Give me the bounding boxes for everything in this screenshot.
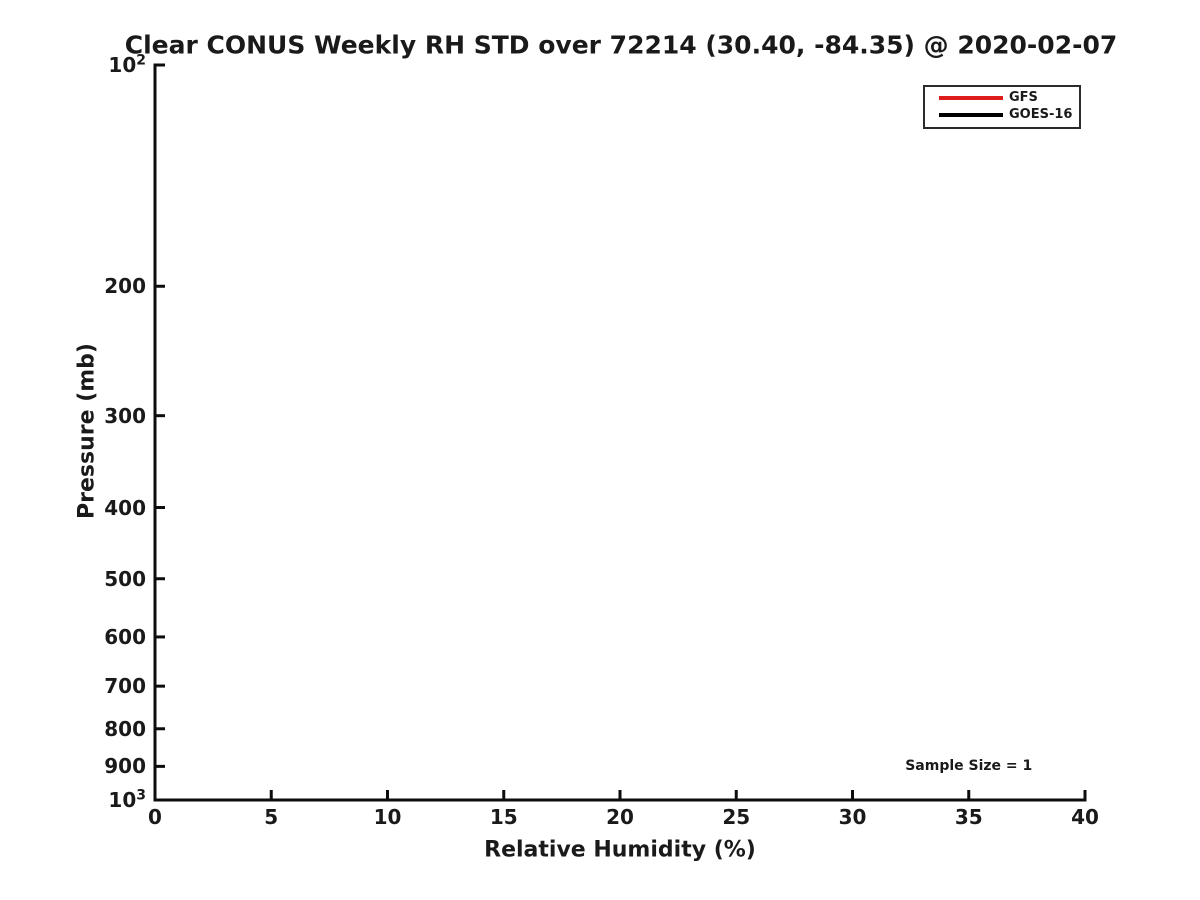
x-tick-label: 25 bbox=[722, 805, 751, 829]
y-tick-exponent: 2 bbox=[136, 52, 146, 69]
y-tick-label: 700 bbox=[104, 674, 146, 699]
y-tick-label: 600 bbox=[104, 624, 146, 649]
sample-size-annotation: Sample Size = 1 bbox=[905, 758, 1033, 775]
legend: GFS GOES-16 bbox=[923, 85, 1082, 129]
x-tick-label: 30 bbox=[838, 805, 867, 829]
legend-item-goes-16: GOES-16 bbox=[939, 107, 1073, 123]
y-tick-label: 200 bbox=[104, 274, 146, 299]
legend-line-sample bbox=[939, 96, 1003, 101]
y-tick-label: 103 bbox=[108, 787, 146, 812]
x-tick-label: 15 bbox=[489, 805, 518, 829]
y-tick-exponent: 3 bbox=[136, 787, 146, 804]
legend-label: GFS bbox=[1009, 90, 1038, 105]
x-tick-label: 40 bbox=[1071, 805, 1099, 829]
y-tick-label: 102 bbox=[108, 52, 146, 77]
chart-title: Clear CONUS Weekly RH STD over 72214 (30… bbox=[124, 30, 1118, 60]
legend-item-gfs: GFS bbox=[939, 90, 1072, 105]
x-tick-label: 5 bbox=[264, 805, 279, 829]
x-tick-label: 35 bbox=[954, 805, 983, 829]
x-tick-label: 10 bbox=[373, 805, 402, 829]
y-tick-label: 300 bbox=[104, 403, 146, 428]
y-tick-label: 800 bbox=[104, 716, 146, 741]
y-tick-label: 500 bbox=[104, 566, 146, 591]
y-tick-label: 400 bbox=[104, 495, 146, 520]
legend-label: GOES-16 bbox=[1009, 107, 1073, 123]
x-tick-label: 0 bbox=[148, 805, 162, 829]
legend-line-sample bbox=[939, 113, 1003, 118]
y-tick-label: 900 bbox=[104, 754, 146, 779]
x-tick-label: 20 bbox=[606, 805, 634, 829]
x-axis-label: Relative Humidity (%) bbox=[484, 837, 756, 863]
